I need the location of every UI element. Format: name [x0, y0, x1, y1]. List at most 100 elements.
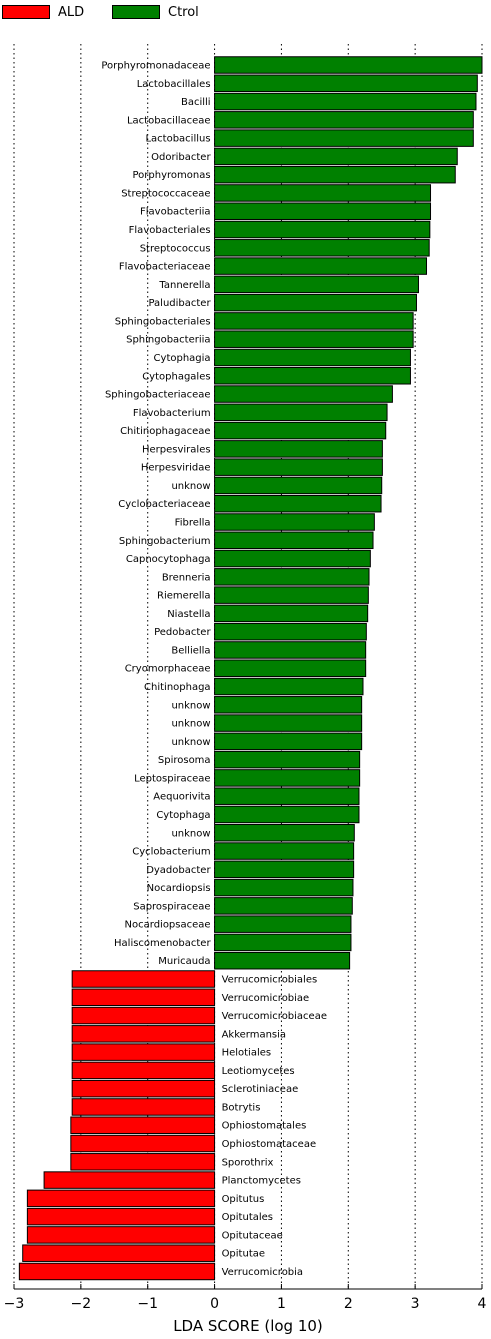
- bar-label: Niastella: [167, 609, 210, 620]
- bar: [214, 56, 483, 74]
- bar-label: Akkermansia: [222, 1029, 286, 1040]
- bar: [214, 860, 355, 879]
- bar: [26, 1226, 216, 1244]
- bar: [214, 915, 352, 933]
- x-axis-label: LDA SCORE (log 10): [173, 1317, 323, 1335]
- bar: [71, 1098, 216, 1116]
- bar: [214, 293, 417, 312]
- bar: [214, 275, 419, 294]
- bar: [214, 659, 367, 677]
- bar-label: Muricauda: [158, 956, 210, 967]
- bar: [214, 440, 383, 458]
- legend-swatch-ctrol: [112, 5, 160, 19]
- bar: [71, 988, 216, 1007]
- bar: [26, 1207, 216, 1226]
- bar-label: Verrucomicrobiales: [222, 975, 318, 986]
- x-tick-label: −1: [137, 1296, 158, 1312]
- bar: [214, 677, 364, 696]
- bar: [214, 568, 370, 586]
- bar-label: Fibrella: [175, 518, 211, 529]
- bar: [214, 348, 411, 367]
- bar-label: Streptococcaceae: [121, 188, 210, 199]
- bar-label: Ophiostomatales: [222, 1121, 307, 1132]
- bar-label: Flavobacteriales: [129, 225, 211, 236]
- bar: [18, 1262, 216, 1281]
- bar-label: Pedobacter: [154, 627, 211, 638]
- bar-label: Dyadobacter: [146, 865, 211, 876]
- bar: [214, 129, 474, 147]
- bar: [71, 1079, 216, 1098]
- bar: [71, 970, 216, 988]
- bar: [43, 1171, 216, 1189]
- bar: [214, 147, 458, 166]
- bar-label: unknow: [171, 700, 210, 711]
- bar-label: Streptococcus: [140, 243, 211, 254]
- bar-label: Opitutales: [222, 1212, 273, 1223]
- bar-label: Chitinophagaceae: [120, 426, 210, 437]
- bar-label: Ophiostomataceae: [222, 1139, 317, 1150]
- bar-label: Aequorivita: [153, 792, 210, 803]
- bar-label: Botrytis: [222, 1102, 261, 1113]
- bar-label: Lactobacillaceae: [127, 115, 211, 126]
- bar: [71, 1043, 216, 1061]
- bar-label: Herpesvirales: [142, 444, 211, 455]
- bar-label: Verrucomicrobiae: [222, 993, 310, 1004]
- bar: [214, 586, 369, 604]
- bar-label: Sphingobacterium: [119, 536, 211, 547]
- bar-label: Brenneria: [162, 572, 211, 583]
- bar-label: Sporothrix: [222, 1157, 274, 1168]
- bar: [214, 476, 383, 495]
- bar-label: Bacilli: [181, 97, 211, 108]
- bar: [214, 257, 428, 275]
- bar: [70, 1134, 216, 1153]
- bar-label: Paludibacter: [148, 298, 211, 309]
- bar-label: Lactobacillales: [137, 79, 211, 90]
- bar-label: Opitutus: [222, 1194, 265, 1205]
- bar: [214, 92, 477, 111]
- legend-entry-ald: ALD: [2, 2, 84, 22]
- legend-entry-ctrol: Ctrol: [112, 2, 199, 22]
- x-tick-label: 4: [478, 1296, 487, 1312]
- legend-label-ald: ALD: [58, 4, 85, 20]
- bar-label: Lactobacillus: [145, 134, 210, 145]
- bar-label: Cytophagales: [142, 371, 210, 382]
- bar: [214, 239, 430, 257]
- bar: [214, 714, 363, 732]
- bar: [214, 165, 456, 184]
- bar: [214, 951, 351, 970]
- bar-label: Sphingobacteriales: [115, 316, 211, 327]
- bar: [70, 1153, 216, 1171]
- bar: [214, 787, 360, 805]
- bar-label: Planctomycetes: [222, 1176, 301, 1187]
- bar-label: Spirosoma: [158, 755, 211, 766]
- bar-label: Leotiomycetes: [222, 1066, 295, 1077]
- bar-label: Haliscomenobacter: [114, 938, 211, 949]
- bar-label: Helotiales: [222, 1048, 272, 1059]
- bar-label: Sclerotiniaceae: [222, 1084, 299, 1095]
- x-tick-label: 2: [344, 1296, 353, 1312]
- bar: [214, 842, 355, 860]
- bar: [214, 549, 371, 568]
- bar: [71, 1061, 216, 1080]
- bar: [214, 312, 414, 330]
- bar-label: Nocardiopsaceae: [125, 920, 211, 931]
- bar-label: Odoribacter: [151, 152, 211, 163]
- bar: [214, 732, 363, 751]
- bar-label: Verrucomicrobiaceae: [222, 1011, 327, 1022]
- bar-label: Chitinophaga: [144, 682, 211, 693]
- legend-swatch-ald: [2, 5, 50, 19]
- bar: [214, 824, 355, 842]
- bar-label: Riemerella: [157, 591, 211, 602]
- bar: [71, 1006, 216, 1025]
- bar-label: Sphingobacteriia: [126, 335, 210, 346]
- bar: [214, 184, 432, 202]
- x-tick-label: 0: [210, 1296, 219, 1312]
- bar: [214, 933, 352, 952]
- bar: [214, 385, 393, 403]
- bar: [214, 878, 354, 897]
- bar: [214, 421, 387, 440]
- bar-label: Cyclobacterium: [132, 847, 210, 858]
- bar: [214, 111, 474, 129]
- x-tick-label: −2: [71, 1296, 92, 1312]
